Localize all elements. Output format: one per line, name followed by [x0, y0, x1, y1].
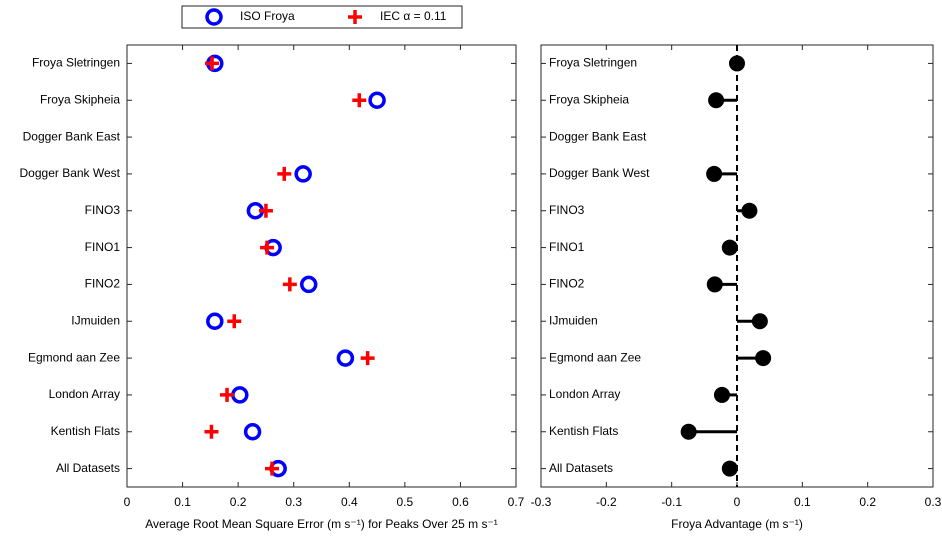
circle-marker [368, 91, 386, 109]
plus-marker [260, 240, 275, 255]
category-label: London Array [549, 387, 620, 401]
category-label: Kentish Flats [51, 424, 120, 438]
category-label: Froya Skipheia [40, 92, 120, 106]
category-label: Dogger Bank East [549, 129, 647, 143]
x-tick-label: 0 [124, 495, 131, 509]
category-label: FINO3 [85, 203, 121, 217]
dot [706, 165, 723, 182]
x-tick-label: 0.1 [794, 495, 811, 509]
category-label: IJmuiden [549, 313, 598, 327]
x-tick-label: 0.2 [859, 495, 876, 509]
dot [741, 202, 758, 219]
circle-marker [294, 165, 312, 183]
dot [721, 460, 738, 477]
plus-marker [352, 93, 367, 108]
category-label: Froya Skipheia [549, 92, 629, 106]
plus-marker [265, 461, 280, 476]
plus-marker [227, 314, 242, 329]
x-tick-label: 0.5 [397, 495, 414, 509]
x-tick-label: 0 [734, 495, 741, 509]
x-tick-label: 0.3 [925, 495, 942, 509]
circle-marker [336, 349, 355, 367]
dot [755, 350, 772, 367]
x-tick-label: -0.3 [531, 495, 552, 509]
dot [706, 276, 723, 293]
circle-marker [231, 386, 249, 404]
category-label: All Datasets [56, 461, 120, 475]
plus-marker [205, 56, 220, 71]
x-tick-label: 0.1 [174, 495, 191, 509]
legend-label: IEC α = 0.11 [380, 9, 447, 23]
plus-marker [258, 203, 273, 218]
legend-label: ISO Froya [240, 9, 295, 23]
dot [708, 92, 725, 109]
dot [751, 313, 768, 330]
category-label: Froya Sletringen [549, 56, 637, 70]
x-tick-label: 0.6 [452, 495, 469, 509]
category-label: Dogger Bank East [23, 129, 121, 143]
x-tick-label: 0.2 [230, 495, 247, 509]
category-label: Dogger Bank West [20, 166, 121, 180]
x-tick-label: -0.2 [596, 495, 617, 509]
category-label: FINO3 [549, 203, 585, 217]
category-label: IJmuiden [71, 313, 120, 327]
plus-marker [277, 166, 292, 181]
x-axis-label: Average Root Mean Square Error (m s⁻¹) f… [145, 517, 498, 531]
x-tick-label: 0.3 [285, 495, 302, 509]
plus-marker [204, 424, 219, 439]
plus-marker [360, 351, 375, 366]
x-tick-label: -0.1 [661, 495, 682, 509]
category-label: Kentish Flats [549, 424, 618, 438]
plus-marker [220, 387, 235, 402]
category-label: FINO2 [549, 277, 585, 291]
category-label: FINO2 [85, 277, 121, 291]
category-label: All Datasets [549, 461, 613, 475]
circle-marker [243, 423, 262, 441]
x-tick-label: 0.7 [508, 495, 525, 509]
legend-box [181, 5, 463, 29]
legend-marker [348, 10, 362, 24]
category-label: Egmond aan Zee [28, 350, 120, 364]
plot-area [126, 44, 517, 488]
legend-marker [205, 8, 223, 26]
dot [680, 423, 697, 440]
category-label: Egmond aan Zee [549, 350, 641, 364]
x-tick-label: 0.4 [341, 495, 358, 509]
plus-marker [282, 277, 297, 292]
dot [713, 386, 730, 403]
category-label: London Array [49, 387, 120, 401]
category-label: FINO1 [85, 240, 121, 254]
category-label: Froya Sletringen [32, 56, 120, 70]
dot [729, 55, 745, 72]
x-axis-label: Froya Advantage (m s⁻¹) [671, 517, 803, 531]
dot [721, 239, 738, 256]
category-label: Dogger Bank West [549, 166, 650, 180]
circle-marker [206, 312, 224, 330]
category-label: FINO1 [549, 240, 585, 254]
circle-marker [299, 275, 318, 294]
